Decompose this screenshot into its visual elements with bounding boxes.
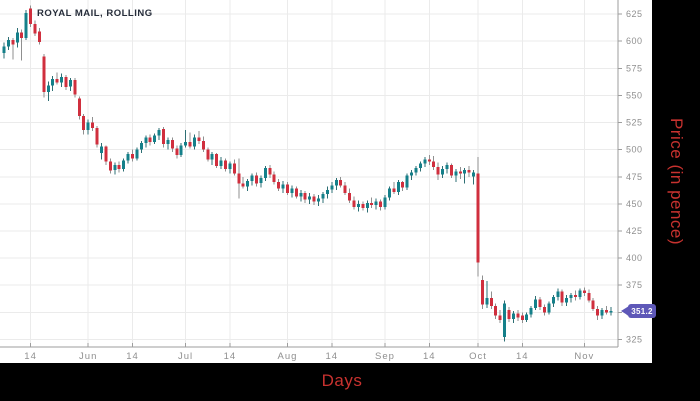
- y-axis-title-bar: Price (in pence): [652, 0, 700, 363]
- chart-panel: 3253503754004254504755005255505756006251…: [0, 0, 652, 363]
- x-tick-label: Nov: [574, 351, 594, 362]
- x-tick-label: 14: [126, 351, 139, 362]
- y-tick-label: 400: [626, 253, 643, 263]
- y-tick-label: 325: [626, 334, 643, 344]
- y-tick-label: 625: [626, 9, 643, 19]
- candlestick-chart[interactable]: 3253503754004254504755005255505756006251…: [0, 0, 652, 363]
- y-tick-label: 375: [626, 280, 643, 290]
- x-tick-label: 14: [516, 351, 529, 362]
- x-axis-title: Days: [321, 371, 363, 390]
- y-tick-label: 550: [626, 90, 643, 100]
- y-tick-label: 475: [626, 172, 643, 182]
- x-tick-label: 14: [423, 351, 436, 362]
- x-tick-label: 14: [326, 351, 339, 362]
- chart-title: ROYAL MAIL, ROLLING: [37, 8, 153, 19]
- x-tick-label: Oct: [469, 351, 487, 362]
- x-axis-title-bar: Days: [0, 363, 700, 401]
- x-tick-label: 14: [224, 351, 237, 362]
- y-tick-label: 525: [626, 118, 643, 128]
- y-tick-label: 575: [626, 63, 643, 73]
- x-tick-label: Jul: [178, 351, 193, 362]
- x-tick-label: 14: [24, 351, 37, 362]
- x-tick-label: Jun: [79, 351, 97, 362]
- y-tick-label: 500: [626, 145, 643, 155]
- last-price-tag: 351.2: [628, 304, 656, 318]
- y-tick-label: 450: [626, 199, 643, 209]
- y-tick-label: 425: [626, 226, 643, 236]
- y-axis-title: Price (in pence): [667, 117, 686, 246]
- x-tick-label: Sep: [375, 351, 395, 362]
- x-tick-label: Aug: [278, 351, 298, 362]
- y-tick-label: 600: [626, 36, 643, 46]
